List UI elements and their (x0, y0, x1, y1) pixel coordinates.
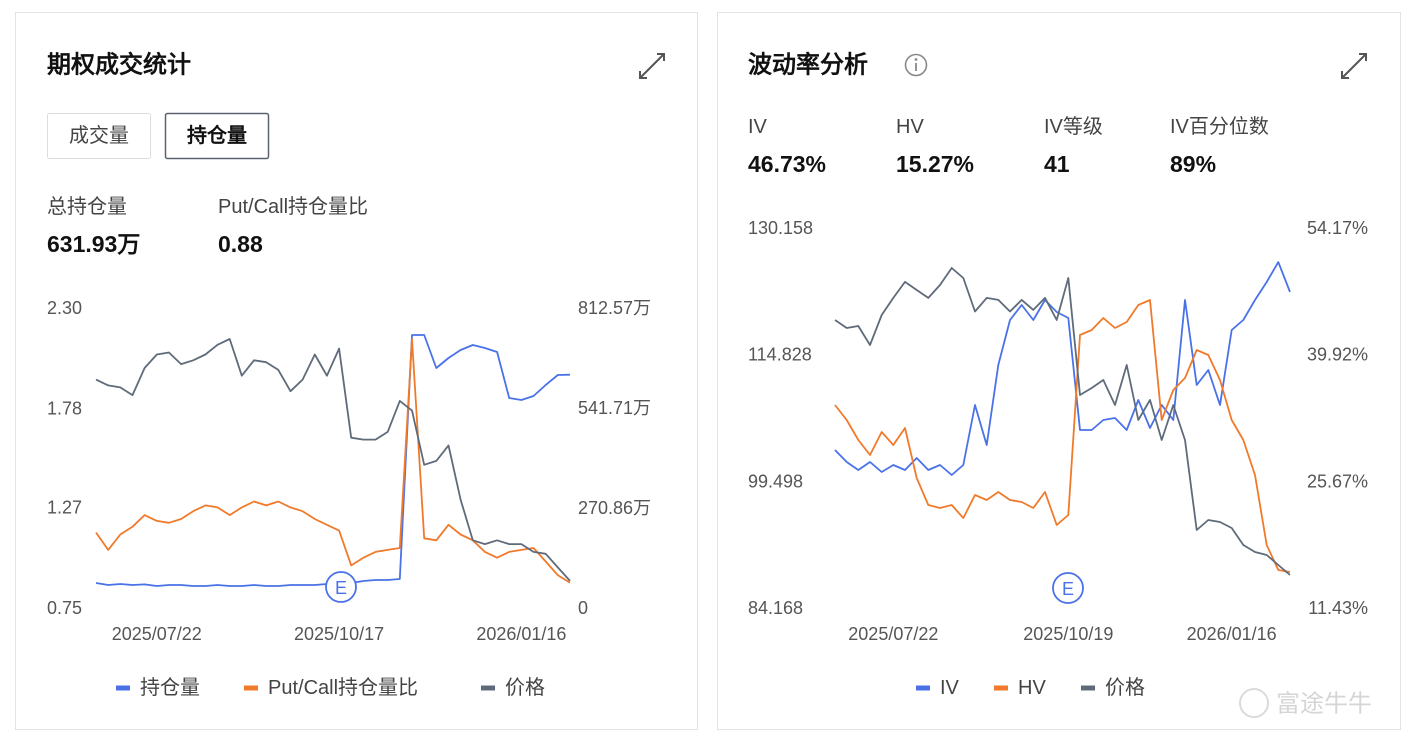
y-tick-label: 54.17% (1307, 218, 1368, 238)
legend-label: HV (1018, 677, 1046, 699)
panel-title: 波动率分析 (748, 51, 868, 79)
y-tick-label: 270.86万 (578, 498, 651, 518)
legend-label: 持仓量 (140, 676, 200, 699)
watermark: 富途牛牛 (1239, 688, 1372, 718)
y-tick-label: 130.158 (748, 218, 813, 238)
y-tick-label: 2.30 (47, 298, 82, 318)
right-card (717, 12, 1401, 730)
x-tick-label: 2025/07/22 (112, 624, 202, 644)
x-tick-label: 2026/01/16 (476, 624, 566, 644)
legend-label: Put/Call持仓量比 (268, 676, 418, 699)
stat-value: 41 (1044, 151, 1070, 177)
panel-title: 期权成交统计 (47, 51, 191, 79)
y-tick-label: 541.71万 (578, 398, 651, 418)
legend-swatch (994, 685, 1008, 691)
tab-active[interactable] (164, 112, 270, 160)
watermark-text: 富途牛牛 (1276, 691, 1372, 718)
info-icon[interactable] (904, 53, 928, 77)
event-marker (325, 571, 357, 603)
series-line (834, 299, 1291, 573)
y-tick-label: 39.92% (1307, 345, 1368, 365)
y-tick-label: 1.27 (47, 497, 82, 517)
stat-value: 15.27% (896, 151, 974, 177)
stat-label: HV (896, 116, 924, 138)
event-marker-label: E (335, 578, 347, 598)
series-line (834, 261, 1291, 476)
series-line (95, 338, 571, 582)
x-tick-label: 2025/07/22 (848, 624, 938, 644)
y-tick-label: 25.67% (1307, 471, 1368, 491)
x-tick-label: 2025/10/19 (1023, 624, 1113, 644)
series-line (95, 338, 571, 584)
y-tick-label: 0 (578, 598, 588, 618)
tab[interactable] (47, 113, 151, 159)
expand-icon[interactable] (1341, 53, 1367, 79)
legend-label: 价格 (1105, 676, 1145, 699)
y-tick-label: 1.78 (47, 399, 82, 419)
tab-label[interactable]: 成交量 (69, 124, 129, 147)
y-tick-label: 114.828 (748, 345, 812, 365)
legend-swatch (116, 685, 130, 691)
legend-swatch (244, 685, 258, 691)
legend-label: IV (940, 677, 960, 699)
stat-label: IV (748, 116, 768, 138)
y-tick-label: 812.57万 (578, 298, 651, 318)
legend-swatch (916, 685, 930, 691)
stat-value: 631.93万 (47, 231, 140, 257)
x-tick-label: 2025/10/17 (294, 624, 384, 644)
legend-label: 价格 (505, 676, 545, 699)
expand-icon[interactable] (639, 53, 665, 79)
y-tick-label: 84.168 (748, 598, 803, 618)
y-tick-label: 0.75 (47, 598, 82, 618)
stat-value: 0.88 (218, 231, 263, 257)
event-marker (1052, 572, 1084, 604)
series-line (834, 267, 1291, 576)
stat-label: IV等级 (1044, 115, 1103, 138)
stat-label: 总持仓量 (47, 195, 127, 218)
y-tick-label: 99.498 (748, 471, 803, 491)
stat-label: Put/Call持仓量比 (218, 195, 368, 218)
legend-swatch (1081, 685, 1095, 691)
y-tick-label: 11.43% (1308, 598, 1368, 618)
stat-label: IV百分位数 (1170, 115, 1269, 138)
stat-value: 89% (1170, 151, 1216, 177)
tab-label[interactable]: 持仓量 (187, 123, 247, 147)
event-marker-label: E (1062, 579, 1074, 599)
x-tick-label: 2026/01/16 (1187, 624, 1277, 644)
legend-swatch (481, 685, 495, 691)
stat-value: 46.73% (748, 151, 826, 177)
